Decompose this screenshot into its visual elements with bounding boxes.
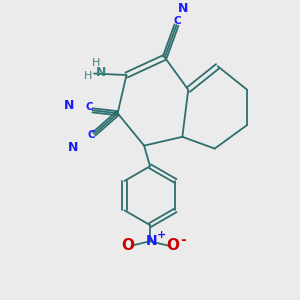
Text: C: C [87,130,95,140]
Text: +: + [157,230,166,240]
Text: N: N [178,2,188,15]
Text: H: H [92,58,100,68]
Text: N: N [146,234,157,248]
Text: N: N [64,98,74,112]
Text: -: - [180,233,186,248]
Text: H: H [84,71,92,82]
Text: O: O [121,238,134,253]
Text: O: O [166,238,179,253]
Text: C: C [86,101,94,112]
Text: C: C [173,16,181,26]
Text: N: N [96,66,106,79]
Text: N: N [68,141,79,154]
